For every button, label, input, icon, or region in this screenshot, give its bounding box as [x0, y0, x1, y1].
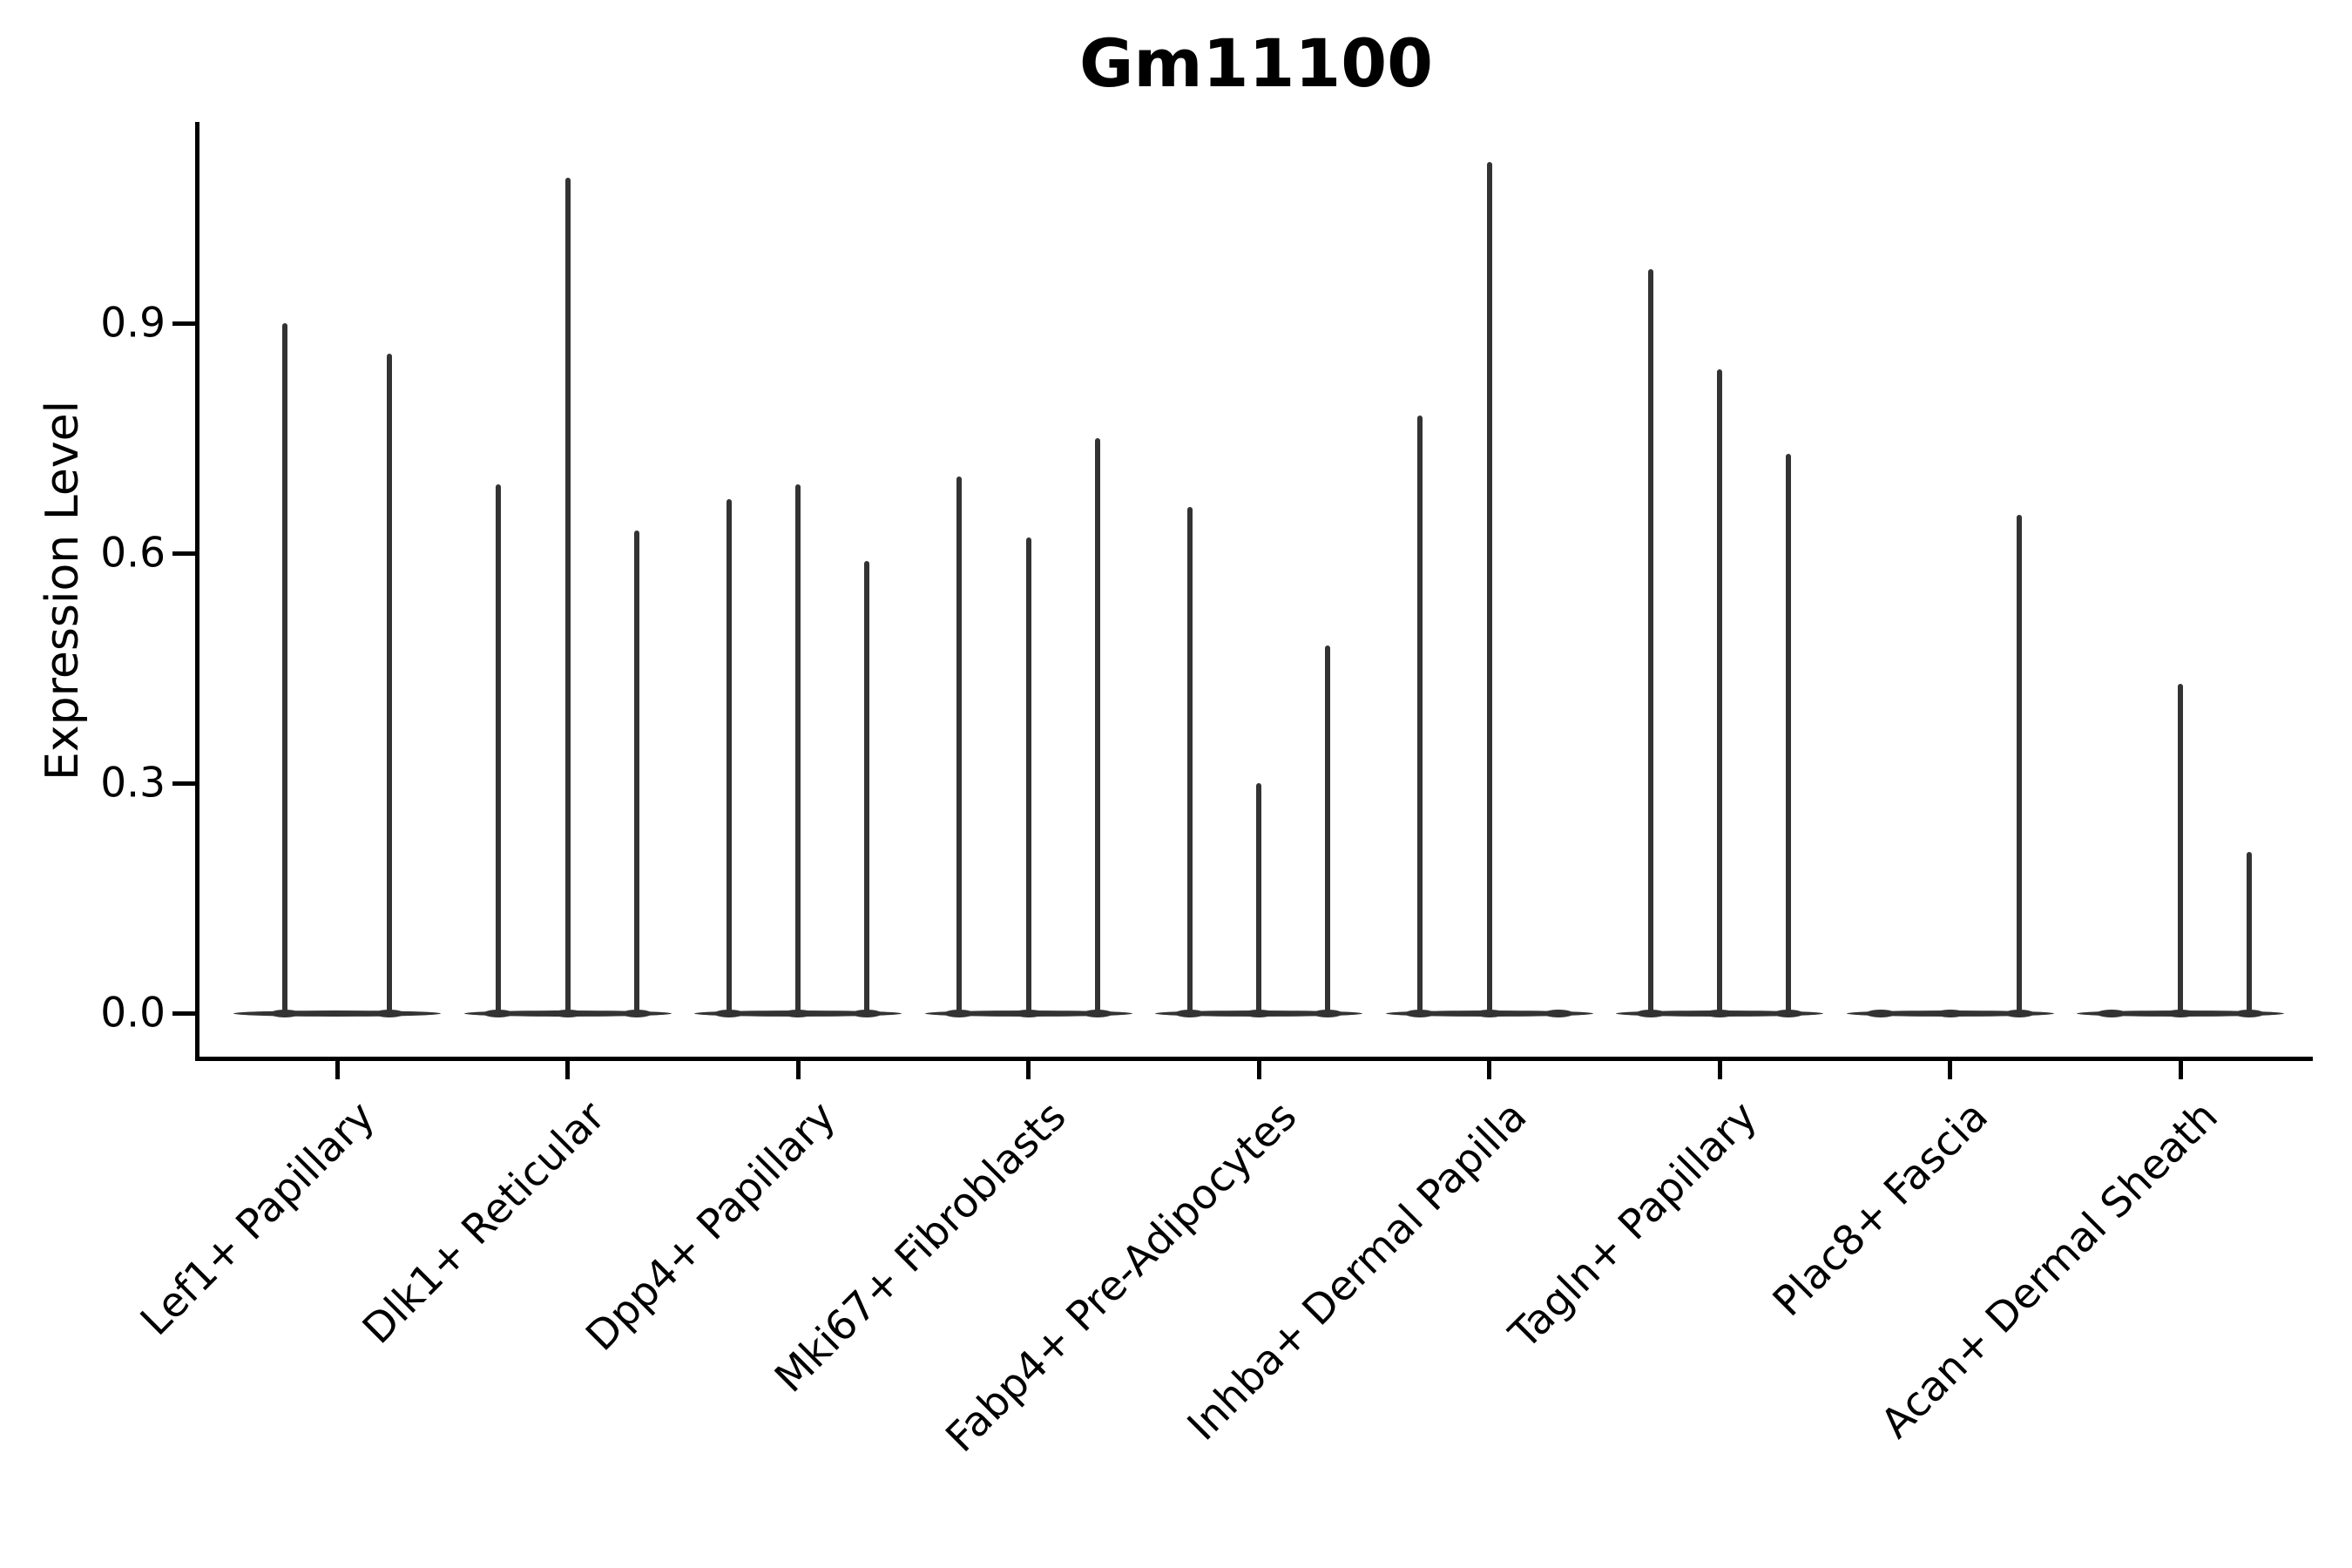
- violin-spike: [1417, 415, 1423, 1016]
- y-tick-label: 0.3: [100, 759, 166, 808]
- x-tick-label: Dlk1+ Reticular: [353, 1092, 615, 1354]
- y-axis-spine: [195, 122, 199, 1061]
- x-tick-label: Tagln+ Papillary: [1500, 1092, 1767, 1359]
- y-tick: [172, 551, 195, 556]
- violin-spike: [1717, 368, 1722, 1016]
- x-tick: [565, 1058, 570, 1079]
- x-axis-spine: [195, 1057, 2313, 1061]
- x-tick: [1948, 1058, 1952, 1079]
- y-tick: [172, 781, 195, 786]
- violin-base-flare: [1935, 1009, 1965, 1017]
- y-tick: [172, 321, 195, 326]
- x-tick: [1256, 1058, 1261, 1079]
- x-tick-label: Lef1+ Papillary: [131, 1092, 384, 1345]
- violin-base-flare: [2096, 1009, 2126, 1017]
- violin-spike: [633, 530, 639, 1016]
- violin-spike: [1647, 269, 1653, 1016]
- violin-spike: [1256, 783, 1261, 1016]
- violin-spike: [864, 560, 870, 1016]
- violin-spike: [1094, 438, 1100, 1016]
- violin-spike: [726, 499, 732, 1016]
- violin-spike: [2016, 515, 2022, 1016]
- y-tick: [172, 1010, 195, 1016]
- chart-title: Gm11100: [1079, 24, 1433, 102]
- y-tick-label: 0.9: [100, 299, 166, 348]
- x-tick-label: Dpp4+ Papillary: [577, 1092, 845, 1361]
- violin-spike: [1025, 537, 1031, 1016]
- y-tick-label: 0.6: [100, 529, 166, 578]
- violin-base-flare: [1866, 1009, 1896, 1017]
- x-tick: [1026, 1058, 1031, 1079]
- x-tick: [795, 1058, 801, 1079]
- violin-spike: [564, 177, 571, 1016]
- x-tick: [2178, 1058, 2183, 1079]
- x-tick: [1717, 1058, 1722, 1079]
- violin-spike: [2247, 852, 2253, 1016]
- violin-spike: [496, 483, 502, 1016]
- violin-spike: [386, 354, 392, 1016]
- y-tick-label: 0.0: [100, 989, 166, 1037]
- x-tick: [1487, 1058, 1491, 1079]
- x-tick: [335, 1058, 340, 1079]
- y-axis-label: Expression Level: [37, 400, 89, 781]
- violin-spike: [956, 476, 963, 1016]
- violin-spike: [1786, 453, 1792, 1016]
- violin-spike: [282, 323, 288, 1016]
- x-tick-label: Plac8+ Fascia: [1763, 1092, 1997, 1326]
- violin-spike: [795, 483, 801, 1016]
- violin-spike: [1325, 645, 1331, 1016]
- violin-base-flare: [1543, 1009, 1573, 1017]
- violin-spike: [1186, 507, 1193, 1016]
- violin-baseline: [233, 1010, 441, 1017]
- violin-spike: [2178, 683, 2183, 1016]
- violin-spike: [1486, 162, 1492, 1016]
